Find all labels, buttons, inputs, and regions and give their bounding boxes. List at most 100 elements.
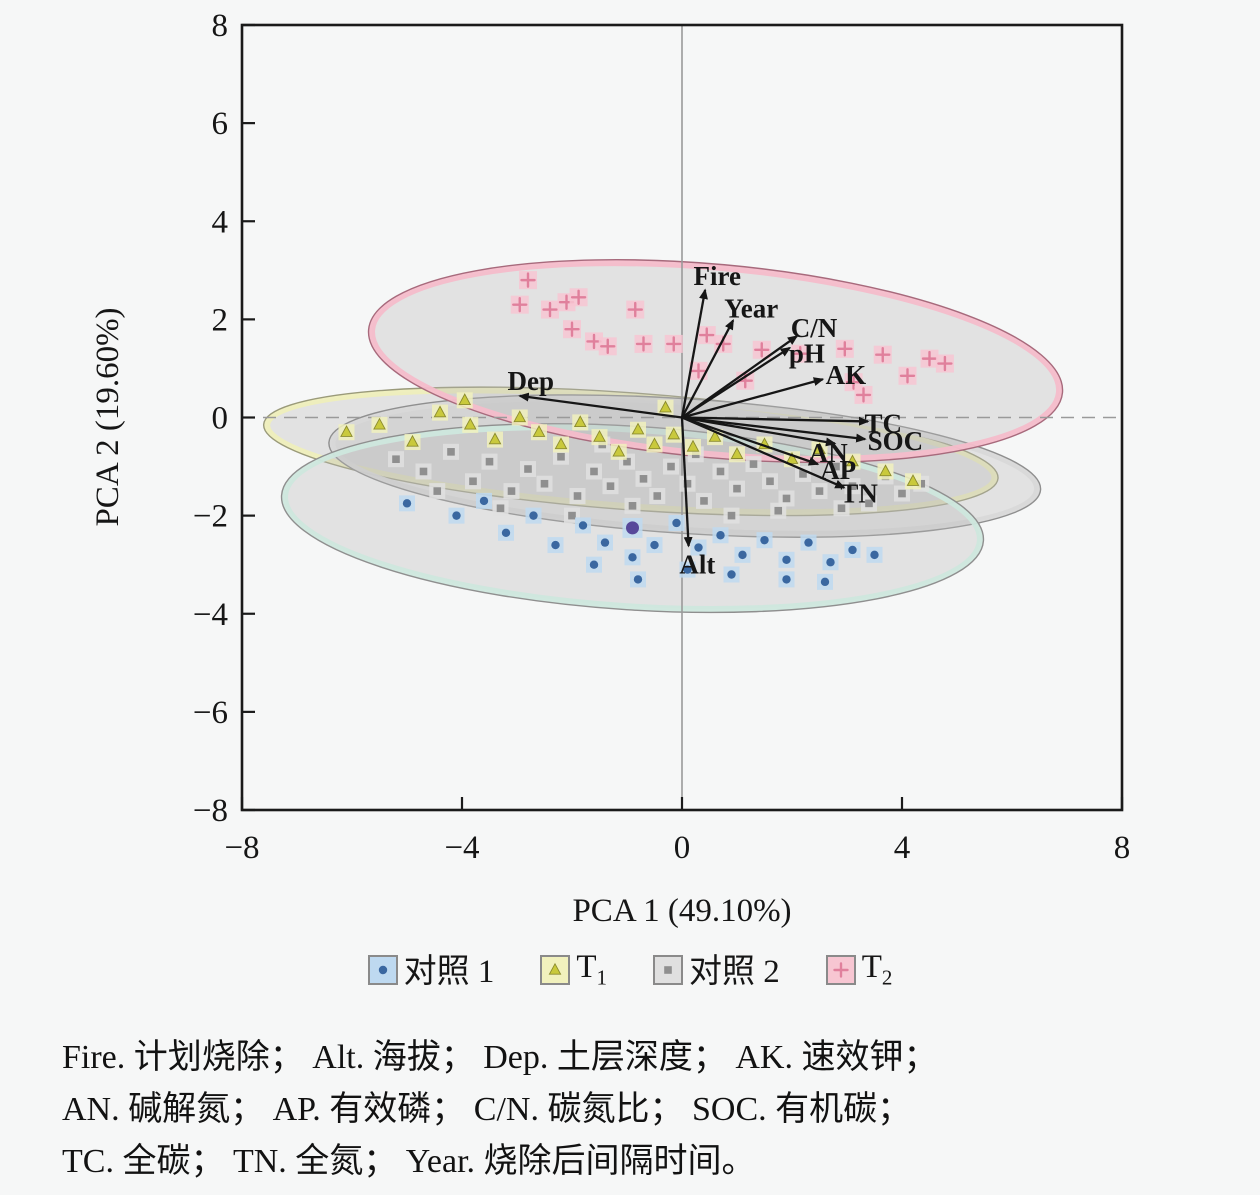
data-point <box>646 537 663 554</box>
data-point <box>811 483 828 500</box>
data-point <box>690 539 707 556</box>
data-point <box>685 438 701 455</box>
data-point <box>585 332 603 351</box>
legend-item-ctrl2: 对照 2 <box>653 944 780 996</box>
loading-label-C/N: C/N <box>791 313 838 343</box>
data-point <box>729 446 745 463</box>
data-point <box>894 485 910 502</box>
x-tick-label: −4 <box>444 830 479 866</box>
loading-arrow-AP <box>681 416 820 466</box>
data-point <box>563 320 581 339</box>
y-tick-label: 0 <box>212 401 229 437</box>
data-point <box>630 571 646 588</box>
data-point <box>854 385 873 404</box>
data-point <box>920 349 939 368</box>
loading-label-AK: AK <box>826 360 867 390</box>
data-point <box>679 561 696 578</box>
data-point <box>610 443 627 460</box>
data-point <box>511 409 528 426</box>
data-point <box>569 288 588 307</box>
legend-item-t2: T2 <box>825 949 893 991</box>
y-tick-label: 8 <box>212 8 229 44</box>
data-point <box>388 451 404 468</box>
data-point <box>898 366 917 385</box>
data-point <box>657 399 674 416</box>
loading-arrow-Alt <box>680 417 693 548</box>
data-point <box>541 300 559 319</box>
data-point <box>877 463 894 480</box>
loading-label-SOC: SOC <box>868 426 924 456</box>
loading-arrow-AK <box>681 377 825 419</box>
data-point <box>429 483 446 500</box>
data-point <box>371 416 388 433</box>
legend-label-ctrl1: 对照 1 <box>403 954 495 990</box>
loading-label-TN: TN <box>840 479 878 509</box>
x-tick-label: 4 <box>894 830 911 866</box>
legend-label-ctrl2: 对照 2 <box>689 954 780 990</box>
data-point <box>597 534 613 551</box>
loading-arrow-pH <box>681 346 792 419</box>
legend-item-ctrl1: 对照 1 <box>367 944 495 996</box>
data-point <box>415 463 432 480</box>
data-point <box>525 507 542 524</box>
data-point <box>844 478 861 495</box>
loading-label-Dep: Dep <box>508 366 555 396</box>
data-point <box>822 554 839 571</box>
data-point <box>795 465 811 482</box>
loading-label-Year: Year <box>724 294 778 324</box>
loading-label-Fire: Fire <box>693 261 740 291</box>
data-point <box>338 424 355 441</box>
data-point <box>745 456 762 473</box>
loading-arrow-TN <box>681 416 846 489</box>
legend: 对照 1 T1 对照 2 T2 <box>0 944 1260 996</box>
data-point <box>770 502 787 519</box>
data-point <box>510 295 529 314</box>
data-point <box>498 524 514 541</box>
data-point <box>866 546 883 563</box>
data-point <box>569 488 586 504</box>
loading-label-Alt: Alt <box>679 550 715 580</box>
data-point <box>679 475 696 492</box>
data-point <box>844 453 861 470</box>
data-point <box>481 453 498 470</box>
data-point <box>624 497 641 514</box>
data-point <box>649 488 666 504</box>
figure-caption: Fire. 计划烧除； Alt. 海拔； Dep. 土层深度； AK. 速效钾；… <box>62 1032 1236 1188</box>
data-point <box>835 339 854 358</box>
data-point <box>729 480 745 497</box>
data-point <box>575 517 591 534</box>
legend-label-t2: T2 <box>861 949 893 990</box>
data-point <box>844 541 861 558</box>
data-point <box>622 517 643 538</box>
data-point <box>503 483 520 500</box>
y-tick-label: 4 <box>212 204 229 240</box>
y-tick-label: 6 <box>212 106 229 142</box>
y-tick-label: −8 <box>193 793 228 829</box>
x-tick-label: −8 <box>224 830 259 866</box>
y-tick-label: −6 <box>193 695 228 731</box>
data-point <box>586 463 602 480</box>
data-point <box>487 431 503 448</box>
data-point <box>861 495 877 512</box>
x-axis-title: PCA 1 (49.10%) <box>572 893 791 929</box>
data-point <box>399 495 415 512</box>
x-tick-label: 0 <box>674 830 691 866</box>
data-point <box>873 345 892 364</box>
loading-arrow-Year <box>680 319 735 419</box>
data-point <box>778 551 795 568</box>
data-point <box>828 458 844 475</box>
data-point <box>591 429 608 446</box>
caption-line-1: Fire. 计划烧除； Alt. 海拔； Dep. 土层深度； AK. 速效钾； <box>62 1039 938 1076</box>
data-point <box>663 458 679 475</box>
loading-arrow-SOC <box>681 416 867 443</box>
data-point <box>635 470 652 487</box>
data-point <box>791 344 810 363</box>
data-point <box>712 463 729 480</box>
data-point <box>531 424 547 441</box>
legend-marker-square-icon <box>653 954 683 985</box>
data-point <box>833 500 850 517</box>
loading-label-pH: pH <box>789 339 825 369</box>
